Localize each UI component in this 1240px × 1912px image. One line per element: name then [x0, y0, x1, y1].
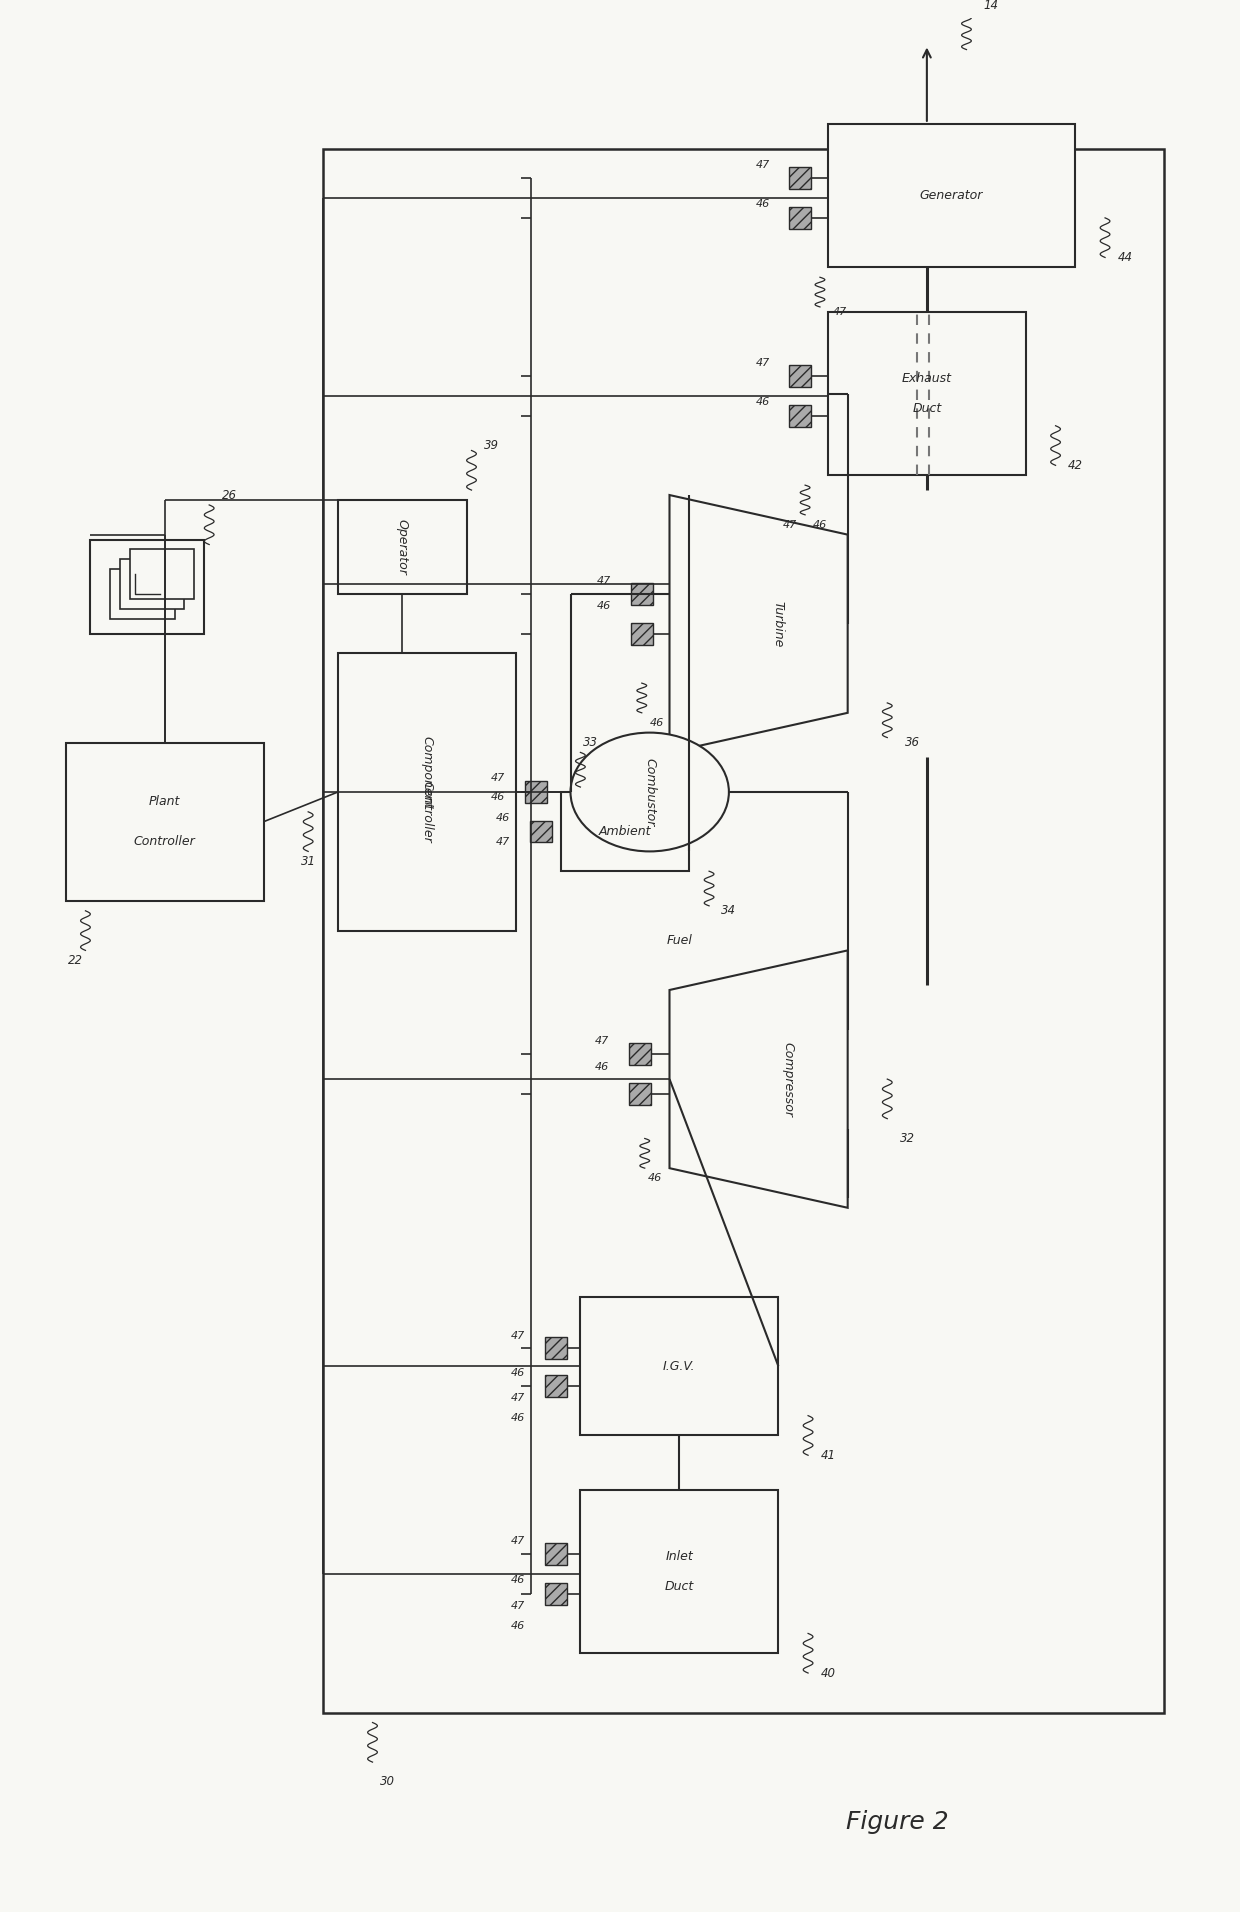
- Text: 47: 47: [511, 1537, 526, 1547]
- Text: Duct: Duct: [665, 1579, 694, 1593]
- Text: 46: 46: [650, 717, 663, 728]
- Text: 39: 39: [484, 440, 498, 451]
- Text: 47: 47: [596, 576, 611, 587]
- Bar: [544, 1375, 567, 1398]
- Text: Exhaust: Exhaust: [901, 373, 952, 384]
- Text: 22: 22: [68, 954, 83, 967]
- Text: 46: 46: [511, 1621, 526, 1631]
- Text: Figure 2: Figure 2: [846, 1809, 949, 1834]
- Text: 46: 46: [491, 792, 506, 801]
- Text: 47: 47: [511, 1331, 526, 1342]
- Text: Controller: Controller: [420, 780, 434, 843]
- Bar: [544, 1583, 567, 1604]
- Text: 46: 46: [511, 1369, 526, 1379]
- Text: I.G.V.: I.G.V.: [663, 1359, 696, 1373]
- Text: 46: 46: [511, 1575, 526, 1585]
- Text: 46: 46: [496, 813, 511, 822]
- Bar: [631, 623, 652, 644]
- Text: 41: 41: [821, 1449, 836, 1463]
- Bar: [529, 820, 552, 843]
- Bar: [790, 168, 811, 189]
- Bar: [828, 312, 1025, 476]
- Text: 47: 47: [832, 308, 847, 317]
- Text: 14: 14: [983, 0, 998, 11]
- Text: 32: 32: [899, 1132, 915, 1145]
- Bar: [337, 654, 516, 931]
- Bar: [324, 149, 1164, 1713]
- Text: 30: 30: [379, 1776, 394, 1788]
- Text: 46: 46: [511, 1413, 526, 1423]
- Text: Controller: Controller: [134, 836, 196, 849]
- Bar: [120, 560, 185, 608]
- Bar: [790, 405, 811, 426]
- Text: 26: 26: [222, 489, 237, 501]
- Bar: [580, 1296, 779, 1436]
- Text: 46: 46: [813, 520, 827, 530]
- Text: 46: 46: [595, 1063, 609, 1073]
- Text: 40: 40: [821, 1667, 836, 1679]
- Polygon shape: [670, 495, 848, 753]
- Text: 47: 47: [511, 1600, 526, 1610]
- Text: 47: 47: [491, 772, 506, 784]
- Bar: [560, 792, 689, 872]
- Text: Combustor: Combustor: [644, 757, 656, 826]
- Bar: [790, 365, 811, 386]
- Text: Plant: Plant: [149, 795, 180, 809]
- Text: 46: 46: [755, 199, 770, 208]
- Text: Component: Component: [420, 736, 434, 809]
- Bar: [580, 1489, 779, 1654]
- Bar: [91, 539, 205, 633]
- Text: Compressor: Compressor: [781, 1042, 795, 1117]
- Text: 34: 34: [722, 904, 737, 918]
- Bar: [629, 1044, 651, 1065]
- Bar: [66, 742, 264, 901]
- Ellipse shape: [570, 732, 729, 851]
- Text: Duct: Duct: [913, 402, 941, 415]
- Text: Generator: Generator: [920, 189, 983, 203]
- Text: Fuel: Fuel: [666, 933, 692, 946]
- Bar: [629, 1082, 651, 1105]
- Text: 42: 42: [1068, 459, 1083, 472]
- Text: Turbine: Turbine: [771, 600, 785, 646]
- Bar: [544, 1338, 567, 1359]
- Bar: [337, 499, 466, 595]
- Text: Inlet: Inlet: [666, 1551, 693, 1564]
- Text: 44: 44: [1117, 250, 1132, 264]
- Text: 47: 47: [784, 520, 797, 530]
- Text: 36: 36: [904, 736, 920, 750]
- Bar: [790, 206, 811, 229]
- Text: 46: 46: [596, 600, 611, 612]
- Bar: [525, 782, 547, 803]
- Text: 47: 47: [496, 837, 511, 847]
- Text: 47: 47: [595, 1036, 609, 1046]
- Text: 47: 47: [755, 358, 770, 369]
- Text: 47: 47: [511, 1392, 526, 1403]
- Bar: [130, 549, 195, 598]
- Text: 46: 46: [755, 398, 770, 407]
- Text: Ambient: Ambient: [599, 826, 651, 837]
- Text: 31: 31: [300, 855, 316, 868]
- Polygon shape: [670, 950, 848, 1208]
- Bar: [110, 570, 175, 619]
- Text: 47: 47: [755, 161, 770, 170]
- Text: 46: 46: [647, 1174, 662, 1184]
- Bar: [631, 583, 652, 604]
- Text: Operator: Operator: [396, 518, 409, 576]
- Text: 33: 33: [583, 736, 598, 750]
- Bar: [828, 124, 1075, 268]
- Bar: [544, 1543, 567, 1566]
